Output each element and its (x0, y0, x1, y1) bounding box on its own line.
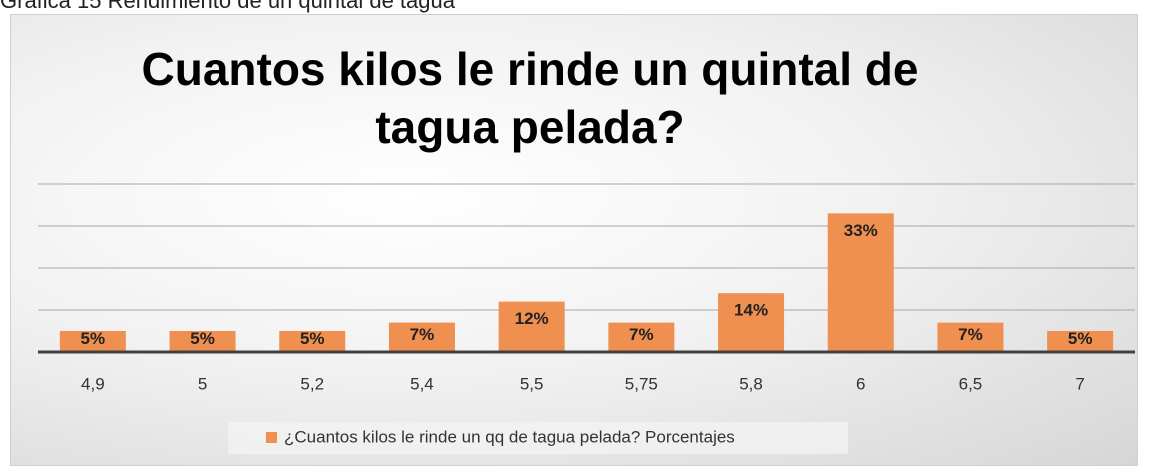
x-tick-label: 5,4 (410, 374, 434, 393)
caption: Gráfica 15 Rendimiento de un quintal de … (0, 0, 455, 13)
bar (388, 322, 455, 352)
legend-box (228, 422, 848, 454)
x-tick-label: 5,8 (739, 374, 763, 393)
x-tick-label: 4,9 (81, 374, 105, 393)
chart-title: Cuantos kilos le rinde un quintal de tag… (141, 43, 919, 153)
bar (59, 331, 126, 352)
bar (827, 213, 894, 352)
data-label: 5% (1068, 329, 1093, 348)
chart-area (10, 14, 1138, 466)
x-tick-label: 6 (856, 374, 865, 393)
bar (718, 293, 785, 352)
bar (937, 322, 1004, 352)
x-tick-label: 6,5 (959, 374, 983, 393)
data-label: 5% (81, 329, 106, 348)
data-label: 5% (300, 329, 325, 348)
data-label: 12% (515, 309, 549, 328)
bar (1047, 331, 1114, 352)
x-tick-label: 5 (198, 374, 207, 393)
data-label: 7% (629, 325, 654, 344)
data-label: 14% (734, 301, 768, 320)
x-tick-label: 5,2 (300, 374, 324, 393)
data-label: 7% (410, 325, 435, 344)
legend-label: ¿Cuantos kilos le rinde un qq de tagua p… (284, 427, 735, 446)
data-label: 7% (958, 325, 983, 344)
bar (498, 301, 565, 352)
data-label: 33% (844, 221, 878, 240)
x-tick-label: 7 (1075, 374, 1084, 393)
data-label: 5% (190, 329, 215, 348)
legend-swatch (266, 432, 277, 443)
x-tick-label: 5,5 (520, 374, 544, 393)
bar (279, 331, 346, 352)
bar (608, 322, 675, 352)
x-tick-label: 5,75 (625, 374, 658, 393)
bar (169, 331, 236, 352)
